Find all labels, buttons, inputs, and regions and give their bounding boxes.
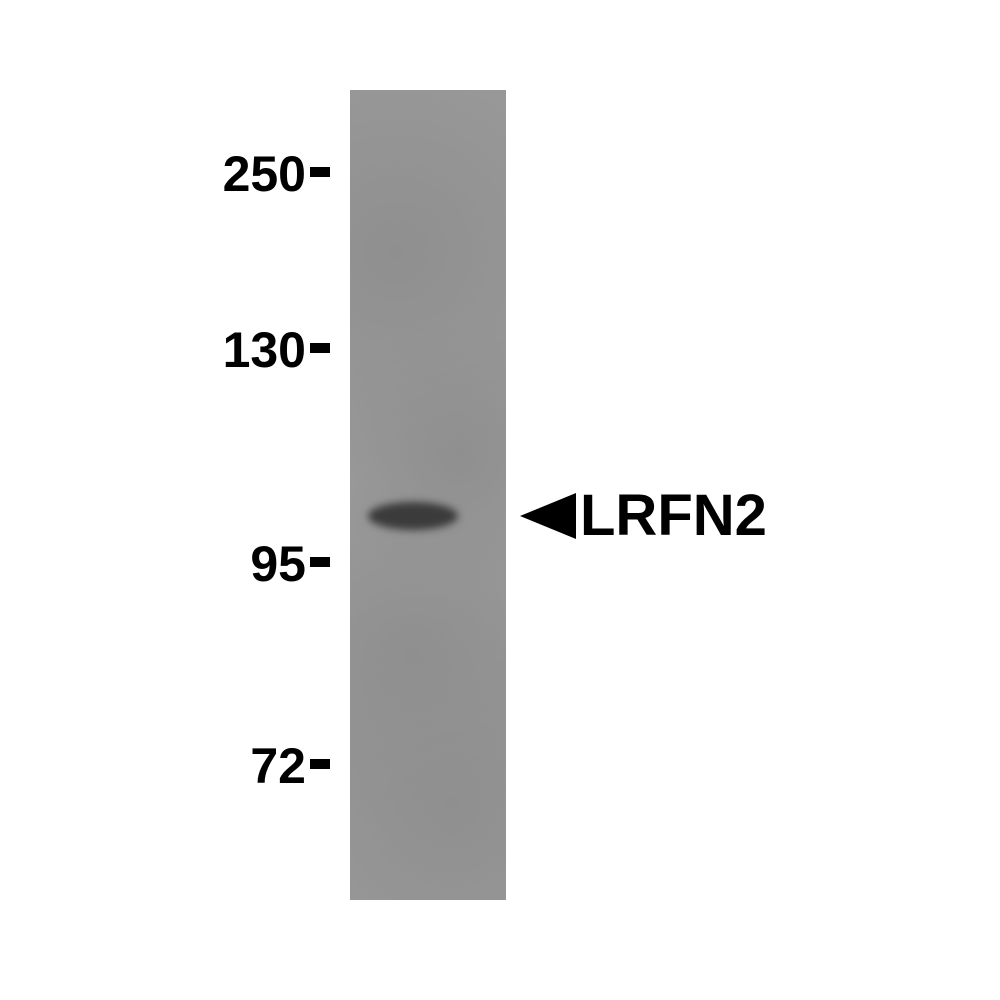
- mw-marker-label: 250: [223, 145, 306, 203]
- mw-marker-label: 130: [223, 321, 306, 379]
- mw-marker-label: 95: [250, 535, 306, 593]
- arrowhead-icon: [520, 493, 576, 539]
- mw-marker-tick: [310, 167, 330, 177]
- mw-marker-tick: [310, 557, 330, 567]
- mw-marker-label: 72: [250, 737, 306, 795]
- western-blot-figure: 250 130 95 72 LRFN2: [0, 0, 1000, 1000]
- mw-marker-tick: [310, 759, 330, 769]
- mw-marker-tick: [310, 343, 330, 353]
- protein-name-label: LRFN2: [580, 482, 767, 549]
- gel-lane: [350, 90, 506, 900]
- protein-band: [368, 502, 458, 530]
